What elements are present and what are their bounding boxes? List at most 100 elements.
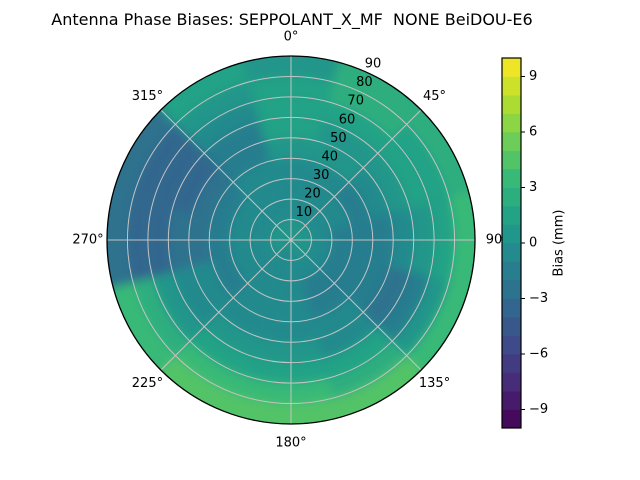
colorbar-band <box>502 224 521 244</box>
heatmap-wedge <box>305 211 331 235</box>
heatmap-wedge <box>262 200 286 226</box>
heatmap-wedge <box>175 341 254 398</box>
heatmap-wedge <box>233 283 276 319</box>
heatmap-wedge <box>322 326 393 379</box>
radial-tick-label: 70 <box>347 94 364 109</box>
angular-tick-label: 45° <box>423 89 446 104</box>
radial-tick-label: 30 <box>313 168 330 183</box>
heatmap-wedge <box>133 124 190 203</box>
angular-gridline <box>290 109 422 241</box>
heatmap-wedge <box>192 167 234 219</box>
heatmap-wedge <box>152 271 205 342</box>
colorbar-tick-label: −6 <box>529 347 548 362</box>
heatmap-wedge <box>328 341 407 398</box>
radial-tick-label: 60 <box>339 112 356 127</box>
colorbar-band <box>502 132 521 151</box>
angular-gridline <box>160 109 292 241</box>
heatmap-wedge <box>212 255 248 298</box>
heatmap-wedge <box>312 297 364 339</box>
heatmap-wedge <box>296 200 320 226</box>
heatmap-wedge <box>317 312 378 359</box>
angular-tick-label: 315° <box>132 89 163 104</box>
heatmap-wedge <box>276 240 291 260</box>
angular-tick-label: 90 <box>486 233 503 248</box>
colorbar: 9 6 3 0 −3 −6 −9 Bias (mm) <box>501 57 567 429</box>
angular-tick-label: 225° <box>132 376 163 391</box>
colorbar-band <box>502 298 521 318</box>
colorbar-band <box>502 187 521 207</box>
heatmap-wedge <box>392 124 449 203</box>
angular-tick-label: 135° <box>419 376 450 391</box>
heatmap-wedge <box>291 240 311 255</box>
heatmap-wedge <box>296 254 320 280</box>
heatmap-wedge <box>328 82 407 139</box>
colorbar-band <box>502 243 521 262</box>
angular-tick-label: 0° <box>284 30 299 45</box>
heatmap-wedge <box>189 101 260 154</box>
radial-tick-label: 40 <box>322 149 339 164</box>
colorbar-tick-label: −3 <box>529 291 548 306</box>
colorbar-tick-label: 0 <box>529 236 537 251</box>
heatmap-wedge <box>377 271 430 342</box>
radial-tick-label: 20 <box>304 186 321 201</box>
heatmap-wedge <box>233 161 276 197</box>
colorbar-band <box>502 372 521 392</box>
colorbar-band <box>502 113 521 133</box>
heatmap-wedge <box>172 153 219 214</box>
heatmap-wedge <box>363 266 410 327</box>
heatmap-wedge <box>251 245 277 269</box>
colorbar-band <box>502 335 521 355</box>
heatmap-wedge <box>334 182 370 225</box>
radial-tick-label: 10 <box>296 205 313 220</box>
heatmap-wedge <box>306 161 349 197</box>
heatmap-wedge <box>204 121 265 168</box>
heatmap-wedge <box>322 101 393 154</box>
colorbar-band <box>502 150 521 170</box>
colorbar-tick-label: 6 <box>529 125 537 140</box>
heatmap-wedge <box>392 277 449 356</box>
heatmap-wedge <box>271 240 291 255</box>
polar-heatmap: 0°45°90135°180°225°270°315°1020304050607… <box>72 30 566 451</box>
heatmap-wedge <box>212 182 248 225</box>
heatmap-wedge <box>348 167 390 219</box>
colorbar-band <box>502 169 521 188</box>
heatmap-wedge <box>218 297 270 339</box>
heatmap-wedge <box>218 141 270 183</box>
radial-tick-label: 90 <box>365 57 382 72</box>
angular-tick-label: 180° <box>275 436 306 451</box>
heatmap-wedge <box>271 225 291 240</box>
colorbar-axis-label: Bias (mm) <box>552 210 567 277</box>
colorbar-band <box>502 58 521 77</box>
heatmap-wedge <box>276 220 291 240</box>
colorbar-band <box>502 261 521 281</box>
radial-tick-label: 80 <box>356 75 373 90</box>
colorbar-band <box>502 206 521 225</box>
angular-gridline <box>160 239 292 371</box>
plot-title: Antenna Phase Biases: SEPPOLANT_X_MF NON… <box>51 10 532 30</box>
heatmap-wedge <box>291 225 311 240</box>
polar-spine <box>106 55 476 425</box>
heatmap-wedge <box>189 326 260 379</box>
heatmap-wedge <box>175 82 254 139</box>
heatmap-wedge <box>291 240 306 260</box>
heatmap-wedge <box>312 141 364 183</box>
colorbar-band <box>502 354 521 373</box>
heatmap-wedge <box>204 312 265 359</box>
heatmap-wedge <box>192 261 234 313</box>
heatmap-wedge <box>334 255 370 298</box>
heatmap-wedge <box>363 153 410 214</box>
colorbar-band <box>502 280 521 299</box>
heatmap-wedge <box>305 245 331 269</box>
heatmap-wedge <box>306 283 349 319</box>
heatmap-wedge <box>251 211 277 235</box>
heatmap-wedge <box>262 254 286 280</box>
radial-tick-label: 50 <box>330 131 347 146</box>
heatmap-wedge <box>377 138 430 209</box>
angular-tick-label: 270° <box>72 233 103 248</box>
heatmap-wedge <box>291 220 306 240</box>
colorbar-band <box>502 391 521 410</box>
heatmap-wedge <box>152 138 205 209</box>
colorbar-band <box>502 76 521 96</box>
angular-gridline <box>290 239 422 371</box>
